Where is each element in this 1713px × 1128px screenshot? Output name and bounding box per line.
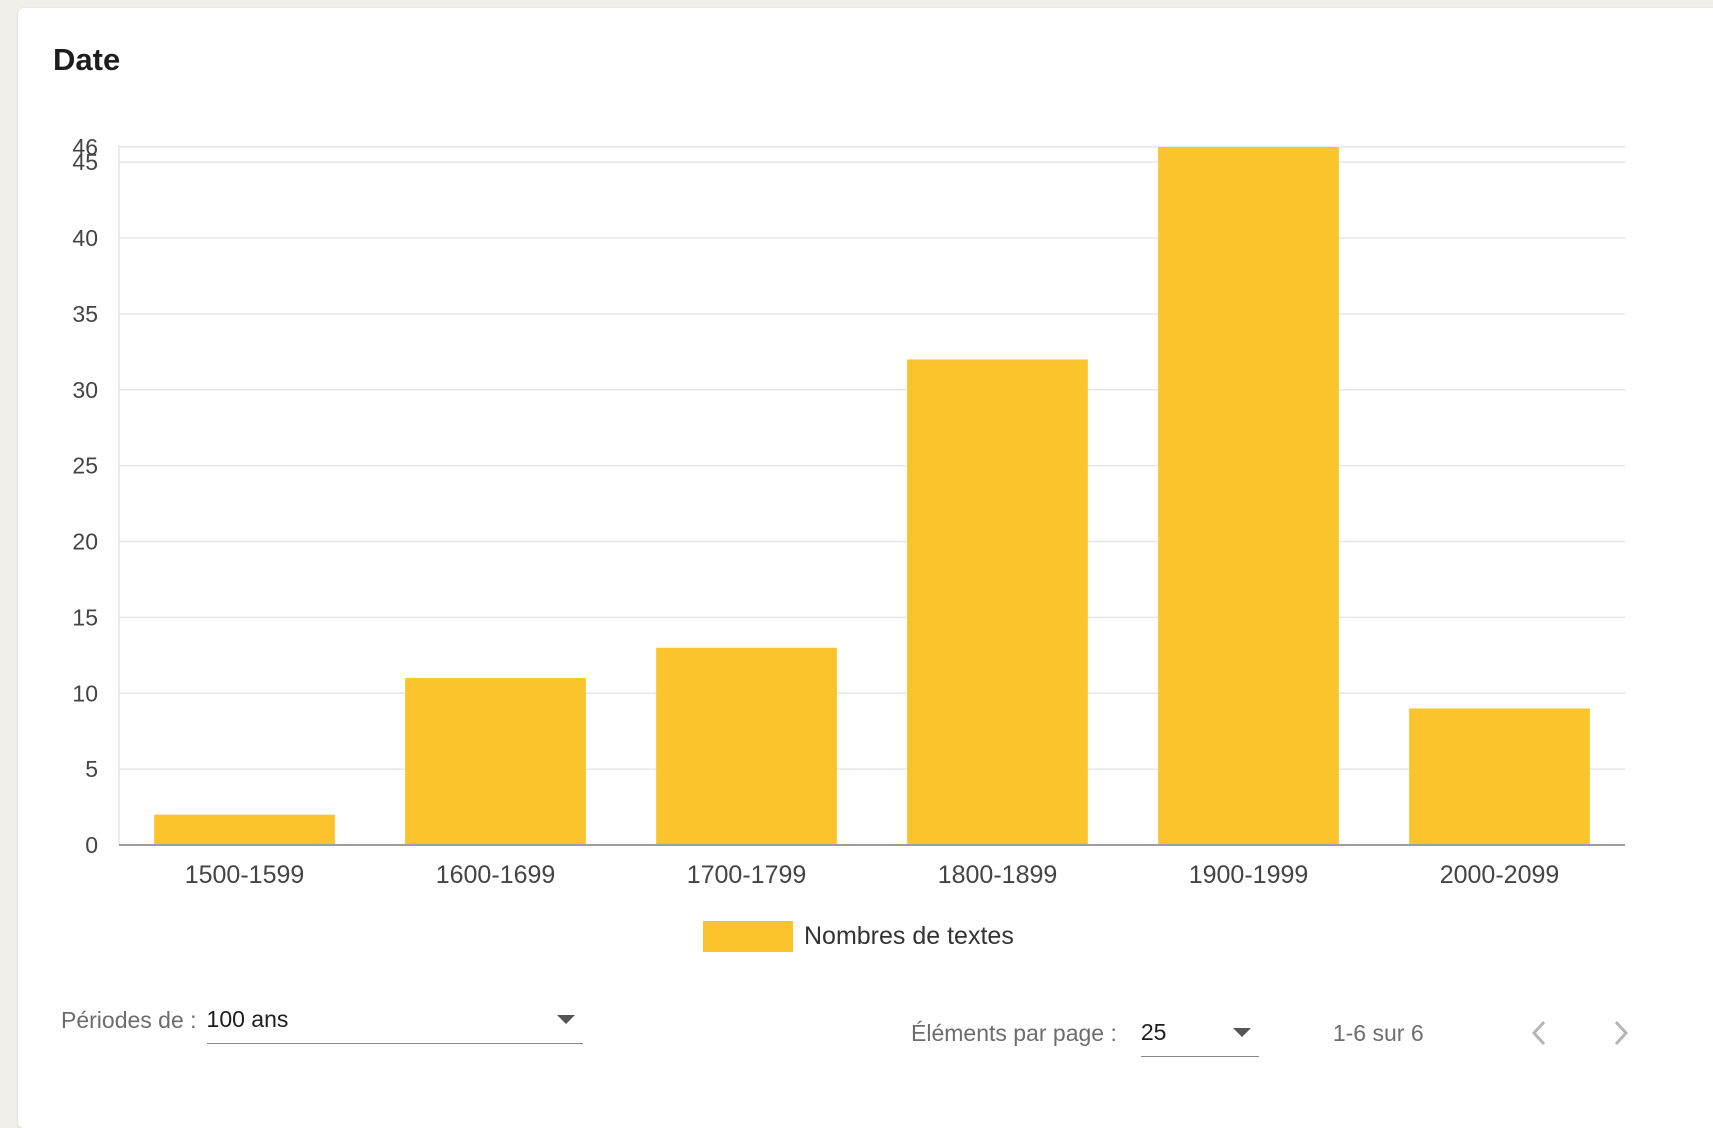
y-tick-label: 20 bbox=[72, 529, 98, 555]
next-page-button[interactable] bbox=[1602, 1014, 1640, 1052]
axes bbox=[118, 145, 1625, 846]
per-page-label: Éléments par page : bbox=[911, 1019, 1117, 1046]
chevron-right-icon bbox=[1614, 1020, 1628, 1046]
legend-label: Nombres de textes bbox=[804, 922, 1014, 950]
x-tick-label: 1600-1699 bbox=[436, 861, 556, 889]
y-tick-label: 35 bbox=[72, 301, 98, 327]
y-tick-label: 45 bbox=[72, 149, 98, 175]
previous-page-button[interactable] bbox=[1520, 1014, 1558, 1052]
bar bbox=[1158, 147, 1339, 845]
bar bbox=[1409, 708, 1590, 845]
y-tick-label: 0 bbox=[85, 832, 98, 858]
per-page-value: 25 bbox=[1140, 1019, 1167, 1045]
y-tick-label: 40 bbox=[72, 225, 98, 251]
legend: Nombres de textes bbox=[703, 921, 1014, 952]
paginator: Éléments par page : 25 1-6 sur 6 bbox=[911, 1009, 1640, 1057]
period-control: Périodes de : 100 ans bbox=[61, 996, 583, 1044]
bar bbox=[405, 678, 586, 845]
period-select[interactable]: 100 ans bbox=[206, 1006, 583, 1044]
y-tick-label: 5 bbox=[85, 756, 98, 782]
x-tick-label: 1900-1999 bbox=[1189, 861, 1309, 889]
y-tick-label: 10 bbox=[72, 680, 98, 706]
bars bbox=[154, 147, 1590, 845]
y-tick-label: 46 bbox=[72, 134, 98, 160]
page-title: Date bbox=[53, 42, 121, 77]
period-label: Périodes de : bbox=[61, 1006, 197, 1033]
x-tick-label: 1700-1799 bbox=[687, 861, 807, 889]
caret-down-icon bbox=[1232, 1028, 1251, 1037]
bar bbox=[154, 814, 335, 845]
x-tick-label: 2000-2099 bbox=[1440, 861, 1560, 889]
period-value: 100 ans bbox=[206, 1006, 289, 1032]
y-tick-label: 15 bbox=[72, 604, 98, 630]
legend-swatch bbox=[703, 921, 793, 952]
per-page-select[interactable]: 25 bbox=[1140, 1019, 1259, 1057]
x-tick-label: 1500-1599 bbox=[185, 861, 305, 889]
bar bbox=[907, 359, 1088, 845]
gridlines bbox=[119, 146, 1625, 770]
chevron-left-icon bbox=[1531, 1020, 1545, 1046]
page-range: 1-6 sur 6 bbox=[1332, 1019, 1424, 1046]
y-tick-label: 30 bbox=[72, 377, 98, 403]
y-tick-label: 25 bbox=[72, 453, 98, 479]
bar bbox=[656, 647, 837, 845]
x-axis-ticks: 1500-1599 1600-1699 1700-1799 1800-1899 1900… bbox=[185, 861, 1560, 889]
caret-down-icon bbox=[556, 1015, 575, 1024]
chart-card bbox=[18, 8, 1713, 1128]
x-tick-label: 1800-1899 bbox=[938, 861, 1058, 889]
